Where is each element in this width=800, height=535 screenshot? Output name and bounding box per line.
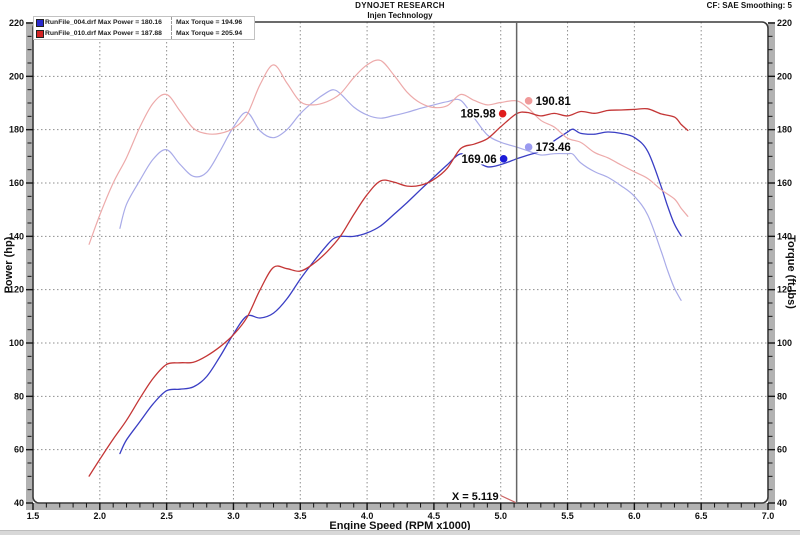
power-tick-label: 80 xyxy=(14,391,24,401)
rpm-tick-label: 3.0 xyxy=(227,511,240,521)
legend-file-power-1: RunFile_010.drf Max Power = 187.88 xyxy=(45,30,171,37)
legend-max-power-1: Max Power = 187.88 xyxy=(97,30,162,37)
rpm-tick-label: 4.5 xyxy=(428,511,441,521)
legend-box: RunFile_004.drf Max Power = 180.16 Max T… xyxy=(33,16,255,40)
legend-row-run004: RunFile_004.drf Max Power = 180.16 Max T… xyxy=(34,17,254,28)
power-tick-label: 220 xyxy=(9,18,24,28)
torque-tick-label: 220 xyxy=(777,18,792,28)
right-axis-band xyxy=(768,22,775,510)
bottom-axis-band xyxy=(26,503,775,510)
marker-power-run004-label: 169.06 xyxy=(461,154,496,166)
torque-tick-label: 40 xyxy=(777,498,787,508)
legend-file-1: RunFile_010.drf xyxy=(45,30,96,37)
power-tick-label: 100 xyxy=(9,338,24,348)
legend-max-power-0: Max Power = 180.16 xyxy=(97,19,162,26)
power-tick-label: 140 xyxy=(9,231,24,241)
torque-tick-label: 80 xyxy=(777,391,787,401)
torque-curve-run004 xyxy=(119,89,682,301)
marker-power-run004-dot xyxy=(499,155,508,163)
rpm-tick-label: 6.0 xyxy=(628,511,641,521)
correction-smoothing-info: CF: SAE Smoothing: 5 xyxy=(706,1,792,10)
left-axis-band xyxy=(26,22,33,510)
power-tick-label: 160 xyxy=(9,178,24,188)
legend-row-run010: RunFile_010.drf Max Power = 187.88 Max T… xyxy=(34,28,254,39)
legend-swatch-1 xyxy=(36,29,44,38)
rpm-tick-label: 4.0 xyxy=(361,511,374,521)
axis-ticks xyxy=(26,22,775,510)
legend-file-power-0: RunFile_004.drf Max Power = 180.16 xyxy=(45,19,171,26)
legend-swatch-0 xyxy=(36,18,44,27)
rpm-tick-label: 3.5 xyxy=(294,511,307,521)
power-tick-label: 40 xyxy=(14,498,24,508)
rpm-tick-label: 5.0 xyxy=(494,511,507,521)
torque-tick-label: 180 xyxy=(777,125,792,135)
marker-power-run010-label: 185.98 xyxy=(460,109,496,121)
torque-tick-label: 100 xyxy=(777,338,792,348)
power-tick-label: 200 xyxy=(9,71,24,81)
torque-tick-label: 120 xyxy=(777,285,792,295)
torque-tick-label: 60 xyxy=(777,445,787,455)
axis-bands xyxy=(26,22,775,510)
bottom-strip xyxy=(0,530,800,535)
report-title: DYNOJET RESEARCH xyxy=(355,1,445,10)
cursor-leader-line xyxy=(500,494,516,504)
report-subtitle: Injen Technology xyxy=(367,11,433,20)
power-tick-label: 60 xyxy=(14,445,24,455)
power-tick-label: 180 xyxy=(9,125,24,135)
rpm-tick-label: 2.0 xyxy=(94,511,107,521)
rpm-tick-label: 7.0 xyxy=(762,511,775,521)
cursor-x-readout: X = 5.119 xyxy=(452,491,499,503)
torque-curve-run010 xyxy=(88,59,689,245)
torque-axis-title: Torque (ft-lbs) xyxy=(785,235,797,309)
power-axis-title: Power (hp) xyxy=(3,236,15,294)
marker-torque-run010-label: 190.81 xyxy=(536,96,572,108)
plot-frame xyxy=(32,21,769,504)
marker-power-run010-dot xyxy=(498,109,507,118)
marker-torque-run004-label: 173.46 xyxy=(536,142,571,154)
marker-torque-run004-dot xyxy=(524,143,533,151)
rpm-tick-label: 5.5 xyxy=(561,511,574,521)
gridlines xyxy=(33,22,768,503)
torque-tick-label: 200 xyxy=(777,71,792,81)
legend-max-torque-0: Max Torque = 194.96 xyxy=(171,17,255,28)
rpm-tick-label: 6.5 xyxy=(695,511,708,521)
marker-torque-run010-dot xyxy=(524,97,533,105)
power-tick-label: 120 xyxy=(9,285,24,295)
power-curve-run004 xyxy=(119,128,682,455)
torque-tick-label: 140 xyxy=(777,231,792,241)
torque-tick-label: 160 xyxy=(777,178,792,188)
rpm-tick-label: 2.5 xyxy=(160,511,173,521)
rpm-axis-title: Engine Speed (RPM x1000) xyxy=(329,520,471,532)
curves xyxy=(88,59,689,477)
tick-labels: 220 220 200 200 180 180 160 160 140 140 120 120 100 1… xyxy=(9,18,792,521)
legend-max-torque-1: Max Torque = 205.94 xyxy=(171,28,255,39)
legend-file-0: RunFile_004.drf xyxy=(45,19,96,26)
power-curve-run010 xyxy=(88,107,689,477)
rpm-tick-label: 1.5 xyxy=(27,511,40,521)
